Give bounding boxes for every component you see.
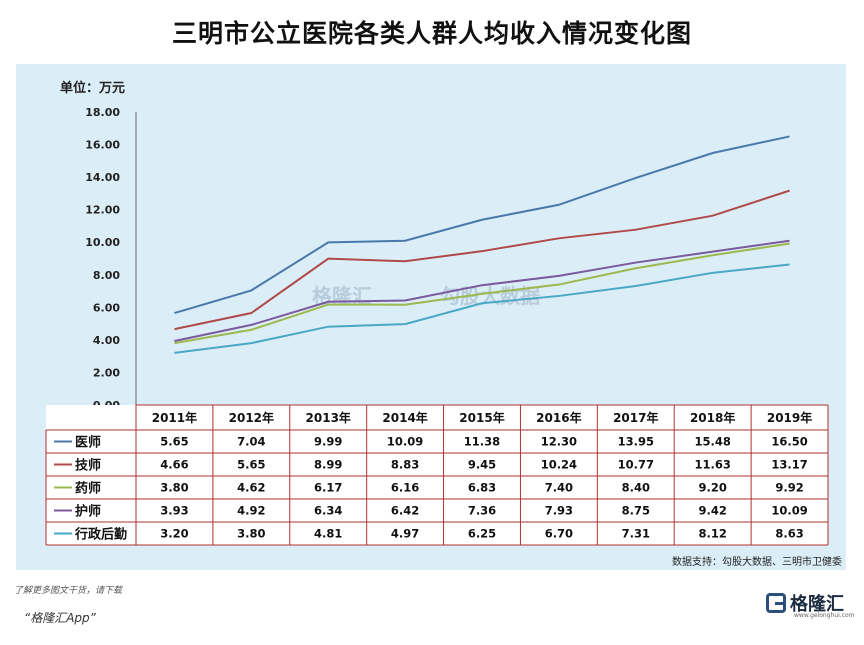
logo-url: www.gelonghui.com [794,612,855,619]
data-label: 9.20 [698,481,726,495]
x-tick-label: 2011年 [152,410,197,425]
data-label: 6.83 [468,481,496,495]
logo-text: 格隆汇 [790,594,844,615]
data-label: 10.09 [771,504,807,518]
data-source: 数据支持：勾股大数据、三明市卫健委 [672,557,842,568]
data-label: 4.62 [237,481,265,495]
data-label: 8.99 [314,458,342,472]
logo: 格隆汇 [766,590,844,616]
data-label: 12.30 [541,435,577,449]
series-line-2 [174,189,790,331]
legend-label: 医师 [75,435,101,451]
series-line-5 [174,263,790,354]
legend-label: 药师 [75,481,101,497]
data-label: 3.20 [160,527,188,541]
data-label: 6.42 [391,504,419,518]
data-label: 11.63 [694,458,730,472]
legend-label: 行政后勤 [74,527,127,543]
x-tick-label: 2012年 [229,410,274,425]
data-label: 16.50 [771,435,807,449]
data-label: 8.12 [698,527,726,541]
chart-title: 三明市公立医院各类人群人均收入情况变化图 [171,19,692,48]
data-label: 7.31 [622,527,650,541]
series-line-4 [174,239,790,343]
y-tick-label: 4.00 [93,334,120,347]
data-label: 5.65 [160,435,188,449]
footer-note: 了解更多图文干货，请下载 [14,586,123,596]
data-label: 6.34 [314,504,342,518]
data-label: 9.45 [468,458,496,472]
legend-label: 技师 [75,458,101,474]
y-tick-label: 6.00 [93,301,120,314]
y-tick-label: 12.00 [85,204,120,217]
footer-app: “格隆汇App” [24,611,96,625]
x-tick-label: 2013年 [306,410,351,425]
data-label: 4.81 [314,527,342,541]
data-label: 8.40 [622,481,650,495]
data-label: 6.16 [391,481,419,495]
data-label: 6.70 [545,527,573,541]
data-label: 11.38 [464,435,500,449]
y-tick-label: 2.00 [93,366,120,379]
data-label: 6.17 [314,481,342,495]
data-label: 9.92 [775,481,803,495]
x-tick-label: 2016年 [536,410,581,425]
data-label: 8.83 [391,458,419,472]
y-tick-label: 10.00 [85,236,120,249]
data-label: 3.80 [237,527,265,541]
data-label: 9.99 [314,435,342,449]
data-label: 10.09 [387,435,423,449]
series-line-3 [174,242,790,345]
data-label: 15.48 [694,435,730,449]
data-label: 4.92 [237,504,265,518]
y-tick-label: 14.00 [85,171,120,184]
y-tick-label: 16.00 [85,139,120,152]
logo-icon [766,593,786,613]
data-label: 7.36 [468,504,496,518]
data-label: 6.25 [468,527,496,541]
data-label: 9.42 [698,504,726,518]
data-label: 7.93 [545,504,573,518]
x-tick-label: 2015年 [459,410,504,425]
x-tick-label: 2019年 [767,410,812,425]
data-label: 3.80 [160,481,188,495]
y-tick-label: 8.00 [93,269,120,282]
x-tick-label: 2014年 [382,410,427,425]
data-label: 13.95 [618,435,654,449]
x-tick-label: 2017年 [613,410,658,425]
data-label: 4.97 [391,527,419,541]
data-label: 3.93 [160,504,188,518]
y-tick-label: 18.00 [85,106,120,119]
data-label: 7.40 [545,481,573,495]
data-label: 8.75 [622,504,650,518]
data-label: 8.63 [775,527,803,541]
x-tick-label: 2018年 [690,410,735,425]
data-label: 13.17 [771,458,807,472]
data-label: 10.77 [618,458,654,472]
legend-label: 护师 [75,504,101,520]
data-table-bg [46,405,828,545]
data-label: 10.24 [541,458,577,472]
data-label: 7.04 [237,435,265,449]
series-line-1 [174,135,790,314]
data-label: 4.66 [160,458,188,472]
unit-label: 单位：万元 [60,81,126,96]
data-label: 5.65 [237,458,265,472]
